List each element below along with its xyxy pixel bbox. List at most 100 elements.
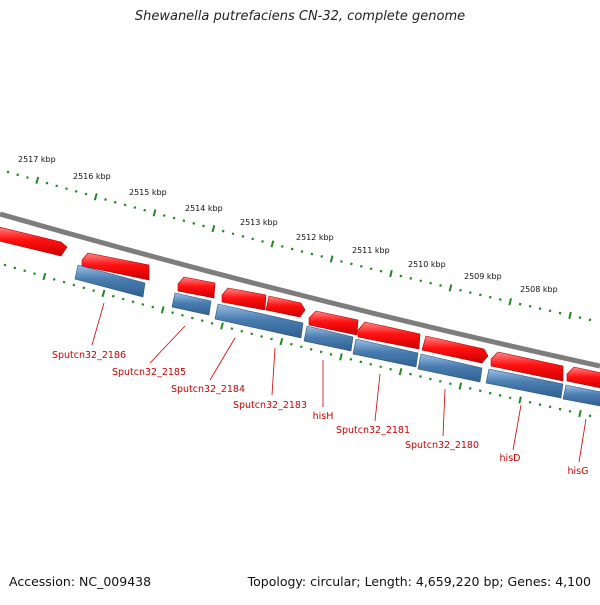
major-tick [340, 354, 342, 361]
major-tick [213, 225, 215, 232]
minor-tick [5, 264, 6, 266]
leader-line [92, 303, 104, 345]
minor-tick [143, 303, 144, 305]
minor-tick [371, 268, 372, 270]
minor-tick [232, 328, 233, 330]
minor-tick [540, 404, 541, 406]
minor-tick [510, 397, 511, 399]
major-tick [272, 241, 274, 248]
minor-tick [133, 301, 134, 303]
minor-tick [194, 222, 195, 224]
minor-tick [440, 284, 441, 286]
minor-tick [380, 366, 381, 368]
major-tick [36, 177, 38, 184]
minor-tick [164, 215, 165, 217]
minor-tick [341, 260, 342, 262]
minor-tick [381, 270, 382, 272]
major-tick [390, 270, 392, 277]
minor-tick [153, 306, 154, 308]
minor-tick [301, 346, 302, 348]
minor-tick [192, 317, 193, 319]
minor-tick [420, 375, 421, 377]
minor-tick [480, 294, 481, 296]
minor-tick [361, 265, 362, 267]
kbp-label: 2508 kbp [520, 285, 558, 294]
minor-tick [540, 308, 541, 310]
minor-tick [184, 220, 185, 222]
gene-label: Sputcn32_2184 [171, 384, 245, 395]
map-title: Shewanella putrefaciens CN-32, complete … [0, 9, 600, 24]
minor-tick [490, 296, 491, 298]
genome-stats-text: Topology: circular; Length: 4,659,220 bp… [248, 574, 591, 589]
minor-tick [93, 290, 94, 292]
minor-tick [76, 190, 77, 192]
minor-tick [64, 281, 65, 283]
accession-text: Accession: NC_009438 [9, 574, 151, 589]
minor-tick [321, 351, 322, 353]
minor-tick [331, 353, 332, 355]
minor-tick [480, 390, 481, 392]
minor-tick [430, 282, 431, 284]
minor-tick [401, 275, 402, 277]
minor-tick [490, 392, 491, 394]
minor-tick [430, 378, 431, 380]
minor-tick [202, 320, 203, 322]
gene-label: Sputcn32_2185 [112, 367, 186, 378]
minor-tick [450, 383, 451, 385]
gene-label: hisH [313, 411, 334, 422]
minor-tick [322, 255, 323, 257]
forward-gene[interactable] [266, 296, 305, 317]
major-tick [450, 285, 452, 292]
leader-line [443, 389, 445, 436]
minor-tick [470, 292, 471, 294]
minor-tick [311, 348, 312, 350]
minor-tick [460, 289, 461, 291]
minor-tick [570, 410, 571, 412]
leader-line [150, 326, 185, 363]
leader-line [579, 419, 586, 462]
leader-line [513, 405, 521, 450]
minor-tick [500, 394, 501, 396]
outer-tick-ruler [8, 171, 600, 322]
minor-tick [560, 312, 561, 314]
minor-tick [135, 207, 136, 209]
major-tick [331, 256, 333, 263]
minor-tick [470, 387, 471, 389]
minor-tick [410, 373, 411, 375]
leader-line [210, 338, 235, 380]
minor-tick [251, 333, 252, 335]
minor-tick [212, 322, 213, 324]
minor-tick [174, 217, 175, 219]
minor-tick [550, 310, 551, 312]
kbp-label: 2515 kbp [129, 188, 167, 197]
minor-tick [371, 363, 372, 365]
minor-tick [66, 188, 67, 190]
forward-gene[interactable] [567, 367, 600, 389]
minor-tick [74, 284, 75, 286]
minor-tick [34, 273, 35, 275]
reverse-gene[interactable] [563, 385, 600, 407]
minor-tick [15, 267, 16, 269]
forward-strand-genes [0, 226, 600, 389]
minor-tick [203, 225, 204, 227]
minor-tick [125, 204, 126, 206]
minor-tick [144, 209, 145, 211]
gene-label: Sputcn32_2183 [233, 400, 307, 411]
minor-tick [123, 298, 124, 300]
major-tick [154, 210, 156, 217]
minor-tick [17, 174, 18, 176]
minor-tick [243, 235, 244, 237]
minor-tick [86, 193, 87, 195]
minor-tick [84, 287, 85, 289]
minor-tick [351, 263, 352, 265]
major-tick [162, 307, 164, 314]
kbp-label: 2513 kbp [240, 218, 278, 227]
kbp-label: 2509 kbp [464, 272, 502, 281]
kbp-label: 2517 kbp [18, 155, 56, 164]
minor-tick [530, 305, 531, 307]
major-tick [103, 290, 105, 297]
kbp-label: 2510 kbp [408, 260, 446, 269]
minor-tick [261, 335, 262, 337]
